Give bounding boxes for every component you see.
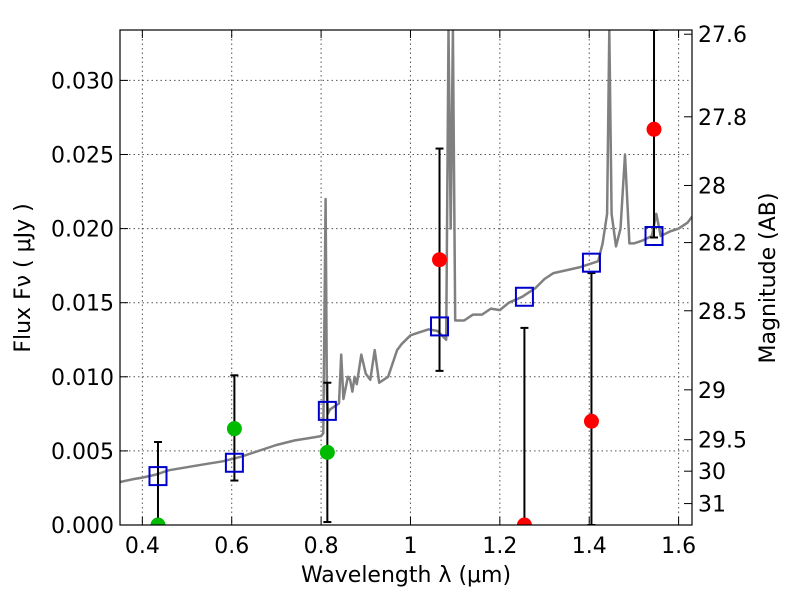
model-photometry-square: [317, 400, 337, 421]
y-axis-title-right: Magnitude (AB): [756, 193, 781, 364]
observed-points: [150, 121, 662, 525]
upper-limit-point: [432, 252, 448, 268]
y-tick-label: 0.000: [51, 514, 114, 539]
mag-tick-label: 27.6: [698, 23, 747, 48]
y-tick-label: 0.010: [51, 366, 114, 391]
model-photometry-square: [581, 252, 601, 273]
y-tick-label: 0.030: [51, 69, 114, 94]
plot-area: [120, 30, 692, 525]
mag-tick-label: 27.8: [698, 106, 747, 131]
x-tick-label: 1: [403, 534, 417, 559]
axis-ticks: [120, 30, 692, 526]
y-tick-label: 0.005: [51, 440, 114, 465]
plot-background: [120, 30, 692, 525]
mag-tick-label: 29: [698, 379, 726, 404]
model-photometry-square: [430, 316, 450, 337]
x-tick-label: 0.8: [304, 534, 339, 559]
y-axis-title-left: Flux Fν ( μJy ): [11, 203, 36, 352]
detection-point: [319, 444, 335, 460]
mag-tick-label: 28: [698, 174, 726, 199]
x-tick-label: 0.6: [214, 534, 249, 559]
detection-point: [226, 421, 242, 437]
mag-tick-label: 28.5: [698, 300, 747, 325]
x-tick-label: 1.6: [661, 534, 696, 559]
upper-limit-point: [516, 517, 532, 525]
upper-limit-point: [646, 121, 662, 137]
model-photometry-square: [514, 286, 534, 307]
model-photometry-square: [148, 466, 168, 487]
upper-limit-point: [583, 413, 599, 429]
x-tick-label: 0.4: [125, 534, 160, 559]
model-photometry-square: [224, 452, 244, 473]
mag-tick-label: 31: [698, 493, 726, 518]
x-tick-label: 1.2: [482, 534, 517, 559]
model-photometry-points: [148, 226, 664, 487]
mag-tick-label: 29.5: [698, 429, 747, 454]
y-tick-label: 0.015: [51, 292, 114, 317]
grid-lines: [120, 30, 692, 526]
plot-frame: [119, 29, 693, 526]
mag-tick-label: 30: [698, 460, 726, 485]
x-axis-title: Wavelength λ (μm): [301, 563, 511, 588]
tick-labels: 0.4 0.6 0.8 1 1.2 1.4 1.6 0.000 0.005 0.010 0.015 0…: [51, 23, 747, 559]
x-tick-label: 1.4: [572, 534, 607, 559]
y-tick-label: 0.020: [51, 218, 114, 243]
model-photometry-square: [644, 226, 664, 247]
detection-point: [150, 517, 166, 525]
y-tick-label: 0.025: [51, 143, 114, 168]
model-spectrum-line: [120, 30, 692, 484]
mag-tick-label: 28.2: [698, 232, 747, 257]
